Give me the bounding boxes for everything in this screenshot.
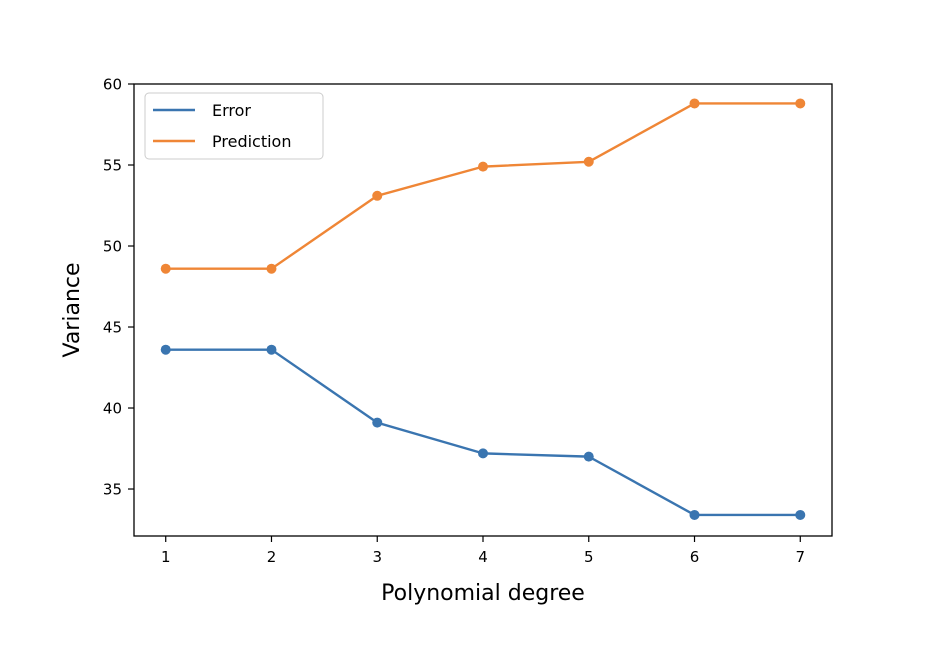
series-layer [160, 98, 806, 520]
x-tick-label: 3 [372, 548, 382, 566]
x-tick-label: 5 [584, 548, 594, 566]
error-data-point [795, 509, 806, 520]
x-axis: 1 2 3 4 5 6 7 [161, 536, 805, 566]
x-tick-label: 2 [267, 548, 277, 566]
y-tick-label: 55 [103, 157, 122, 175]
y-axis-title: Variance [60, 262, 85, 357]
y-axis: 35 40 45 50 55 60 [103, 76, 134, 499]
prediction-data-point [266, 263, 277, 274]
error-data-point [266, 344, 277, 355]
prediction-data-point [372, 190, 383, 201]
x-tick-label: 6 [690, 548, 700, 566]
error-data-point [160, 344, 171, 355]
prediction-data-point [795, 98, 806, 109]
prediction-data-point [689, 98, 700, 109]
x-tick-label: 1 [161, 548, 171, 566]
y-tick-label: 50 [103, 238, 122, 256]
x-tick-label: 4 [478, 548, 488, 566]
x-axis-title: Polynomial degree [381, 581, 585, 606]
error-series-line [165, 348, 801, 517]
prediction-data-point [583, 156, 594, 167]
error-data-point [478, 448, 488, 459]
error-data-point [689, 509, 700, 520]
error-data-point [583, 451, 594, 462]
legend: Error Prediction [144, 92, 324, 160]
x-tick-label: 7 [795, 548, 805, 566]
prediction-legend-label: Prediction [212, 132, 291, 151]
y-tick-label: 60 [103, 76, 122, 94]
prediction-data-point [478, 161, 488, 172]
y-tick-label: 40 [103, 400, 122, 418]
prediction-data-point [160, 263, 171, 274]
y-tick-label: 45 [103, 319, 122, 337]
y-tick-label: 35 [103, 481, 122, 499]
error-legend-label: Error [212, 101, 251, 120]
error-data-point [372, 417, 383, 428]
